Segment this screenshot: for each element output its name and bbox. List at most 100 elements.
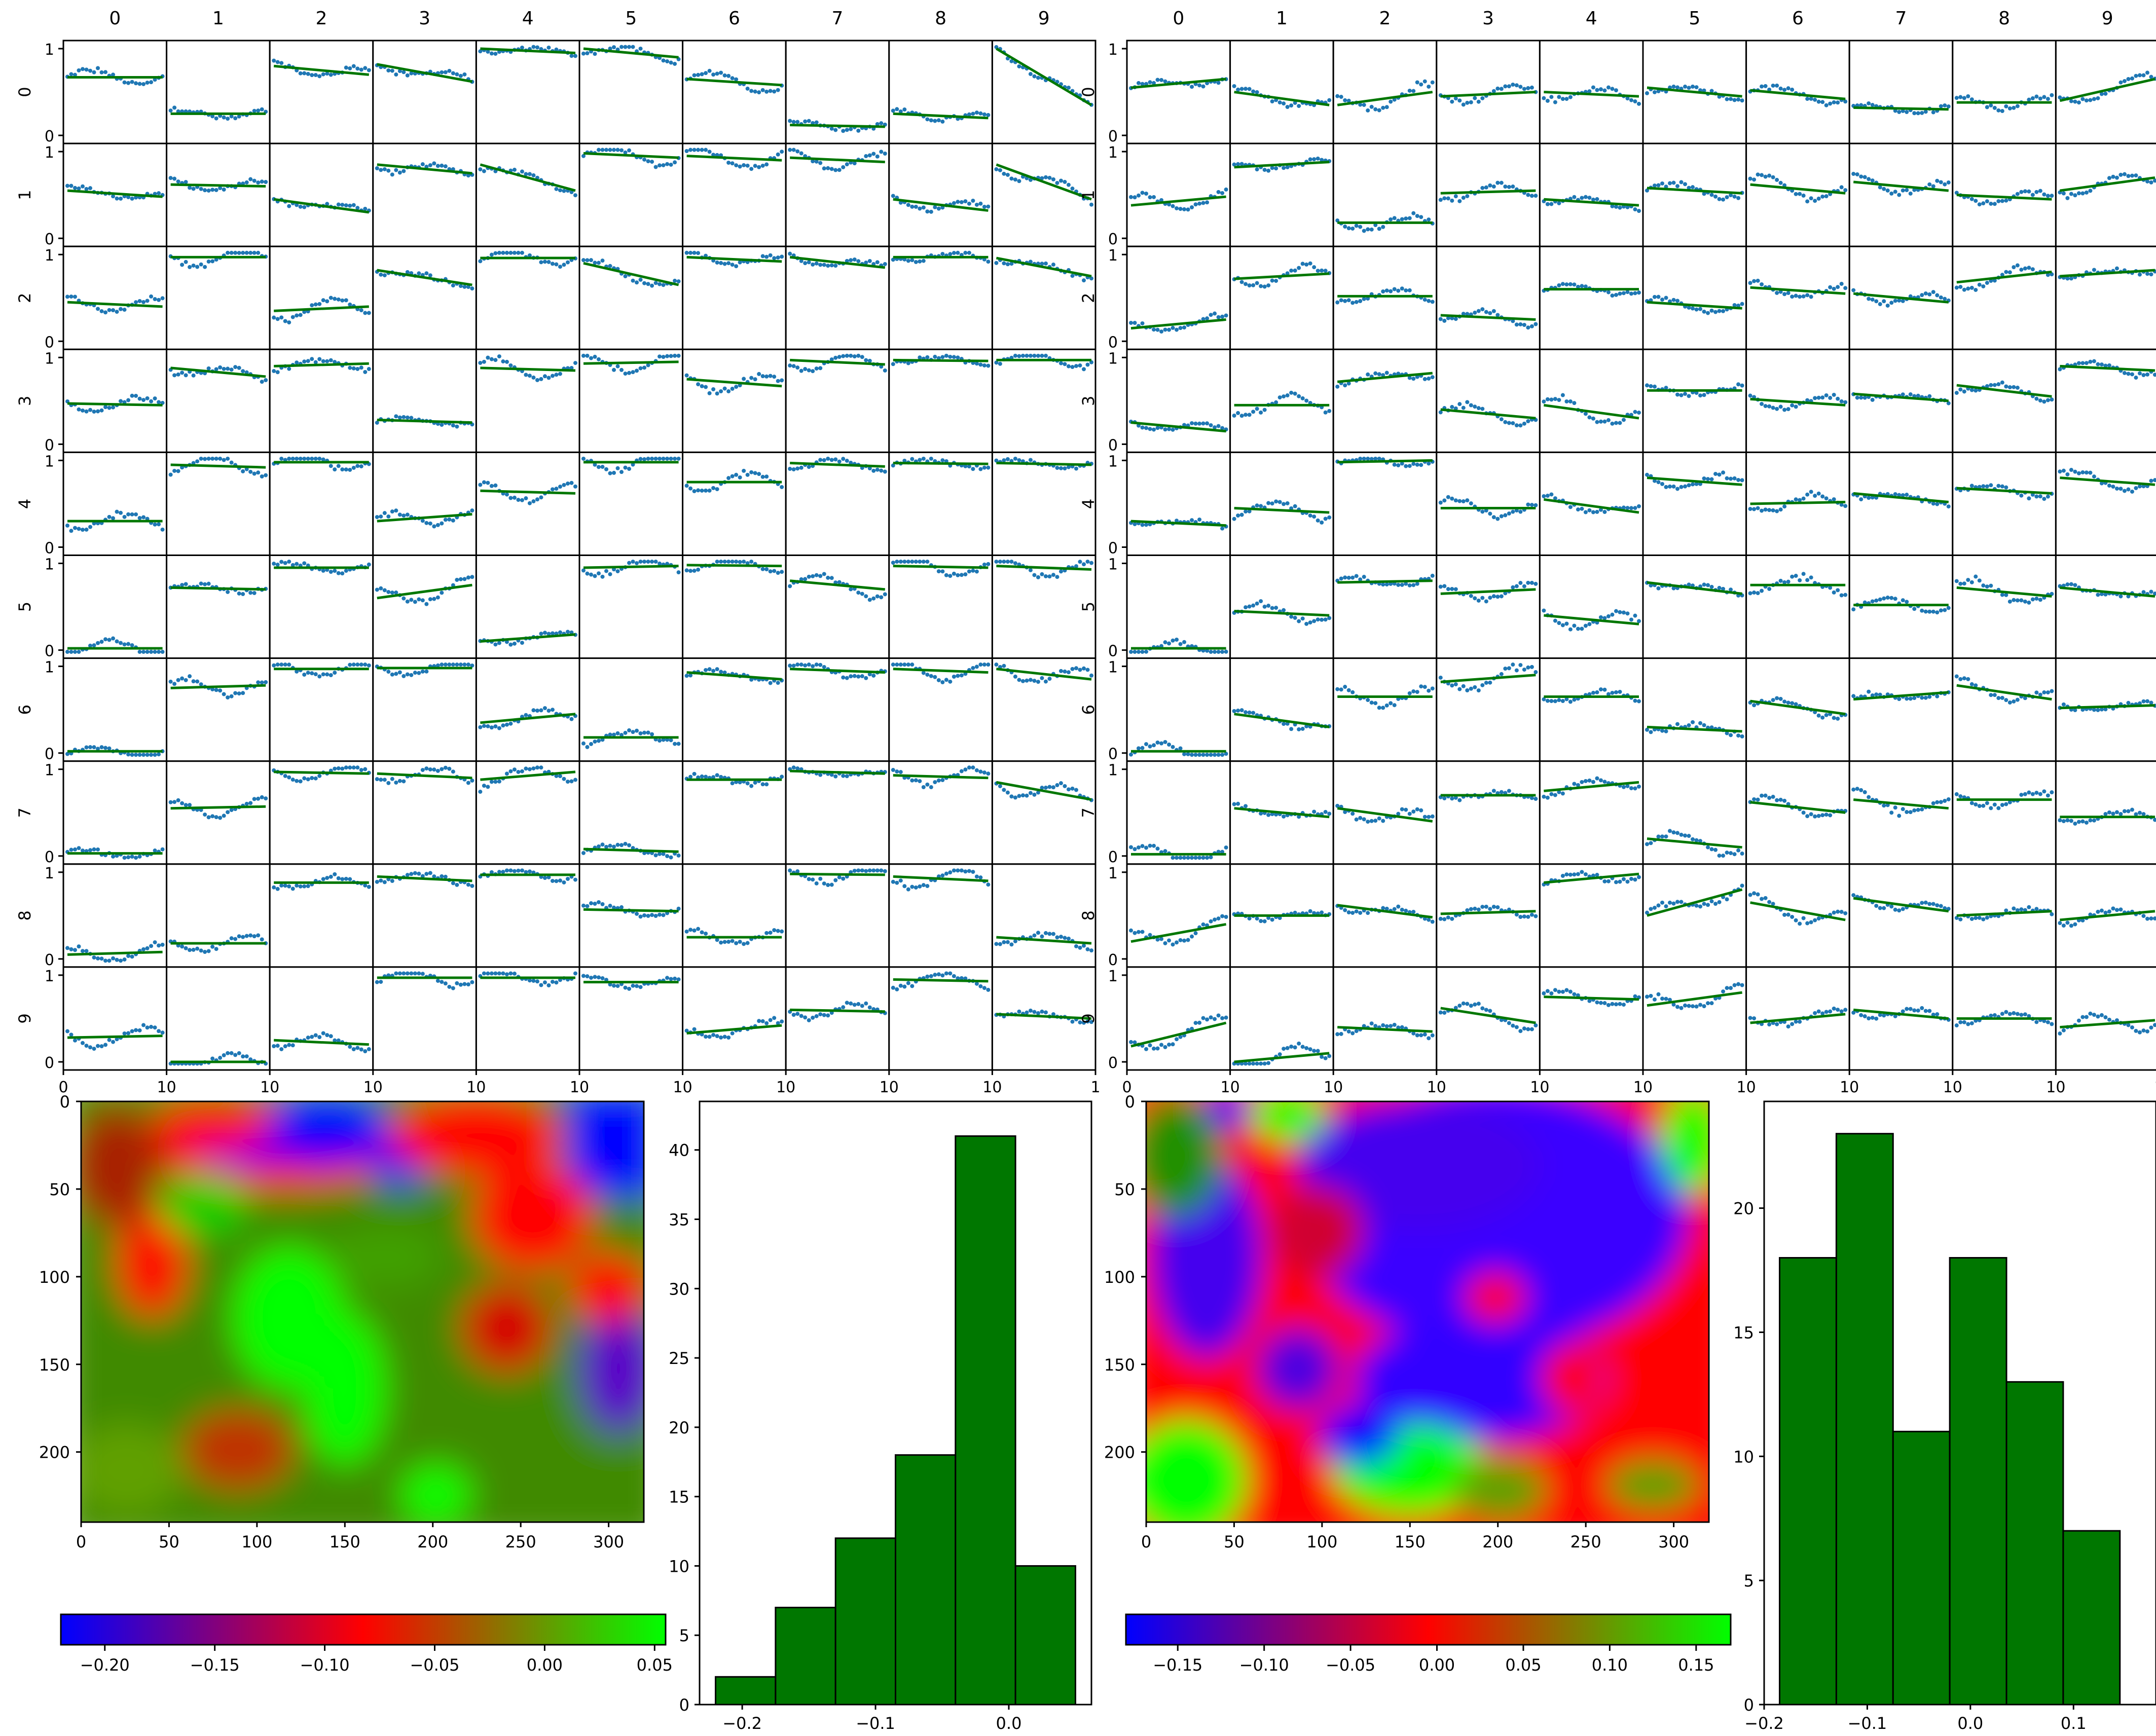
data-point	[757, 472, 761, 476]
data-point	[351, 765, 356, 770]
data-point	[1148, 80, 1152, 85]
data-point	[1969, 285, 1974, 290]
data-point	[443, 981, 448, 986]
data-point	[375, 166, 379, 171]
data-point	[657, 912, 662, 917]
data-point	[279, 315, 284, 320]
data-point	[1752, 590, 1757, 595]
data-point	[1691, 306, 1695, 311]
data-point	[508, 250, 513, 255]
data-point	[1977, 282, 1982, 287]
data-point	[137, 1028, 142, 1032]
data-point	[730, 263, 735, 267]
data-point	[1771, 698, 1775, 703]
data-point	[348, 365, 352, 370]
data-point	[692, 73, 697, 78]
data-point	[803, 1015, 808, 1020]
data-point	[742, 942, 746, 946]
data-point	[2114, 175, 2119, 180]
data-point	[2019, 190, 2024, 194]
data-point	[2027, 97, 2031, 102]
data-point	[84, 409, 89, 414]
data-point	[287, 320, 291, 325]
data-point	[1969, 580, 1974, 584]
data-point	[302, 673, 307, 677]
data-point	[1618, 205, 1622, 210]
data-point	[1304, 262, 1309, 267]
panel-frame	[1229, 245, 1334, 350]
data-point	[2118, 80, 2123, 85]
panel-9-3	[372, 966, 477, 1071]
data-point	[1526, 86, 1530, 90]
data-point	[69, 947, 74, 951]
data-point	[1709, 725, 1714, 730]
data-point	[1732, 194, 1737, 199]
data-point	[1358, 456, 1363, 461]
data-point	[1491, 309, 1496, 313]
data-point	[1089, 561, 1093, 565]
data-point	[1078, 560, 1082, 564]
data-point	[99, 1044, 104, 1049]
data-point	[2073, 193, 2077, 198]
data-point	[837, 580, 842, 584]
data-point	[845, 1001, 849, 1005]
data-point	[918, 259, 922, 264]
data-point	[1013, 939, 1017, 944]
data-point	[933, 973, 937, 977]
data-point	[401, 513, 406, 518]
data-point	[2134, 376, 2138, 380]
data-point	[417, 271, 421, 276]
data-point	[1529, 324, 1534, 328]
data-point	[822, 664, 826, 669]
data-point	[1216, 190, 1221, 194]
data-point	[195, 459, 200, 464]
data-point	[1542, 96, 1546, 100]
data-point	[913, 204, 918, 209]
data-point	[222, 188, 226, 192]
data-point	[852, 674, 857, 678]
data-point	[1232, 516, 1236, 521]
data-point	[1078, 363, 1082, 368]
fit-line	[1853, 691, 1949, 701]
data-point	[1277, 100, 1282, 105]
data-point	[1350, 301, 1355, 305]
data-point	[367, 663, 371, 668]
data-point	[811, 1015, 815, 1020]
data-point	[287, 884, 291, 889]
data-point	[455, 72, 459, 77]
data-point	[581, 154, 586, 158]
data-point	[107, 1038, 112, 1042]
panel-0-8	[888, 40, 993, 144]
row-label: 1	[1079, 190, 1098, 200]
data-point	[180, 371, 185, 375]
data-point	[233, 250, 238, 255]
data-point	[1503, 184, 1508, 189]
data-point	[562, 263, 566, 267]
data-point	[711, 153, 716, 157]
data-point	[864, 1001, 868, 1006]
fit-line	[1956, 384, 2052, 398]
data-point	[2050, 592, 2054, 596]
data-point	[1137, 81, 1141, 85]
data-point	[1381, 373, 1385, 378]
data-point	[1529, 664, 1534, 669]
data-point	[69, 1032, 74, 1037]
data-point	[157, 191, 161, 196]
data-point	[1005, 560, 1010, 564]
data-point	[424, 602, 429, 606]
data-point	[856, 128, 861, 133]
data-point	[673, 61, 677, 66]
data-point	[1304, 621, 1309, 626]
data-point	[1820, 395, 1825, 400]
data-point	[829, 126, 834, 131]
data-point	[795, 662, 800, 667]
row-label: 8	[15, 910, 34, 920]
fit-line	[377, 875, 472, 882]
fit-line	[1750, 699, 1846, 716]
data-point	[2080, 361, 2085, 365]
data-point	[1236, 162, 1240, 166]
panel-3-3	[1436, 348, 1541, 453]
data-point	[443, 164, 448, 169]
data-point	[111, 854, 116, 859]
data-point	[1411, 462, 1416, 466]
